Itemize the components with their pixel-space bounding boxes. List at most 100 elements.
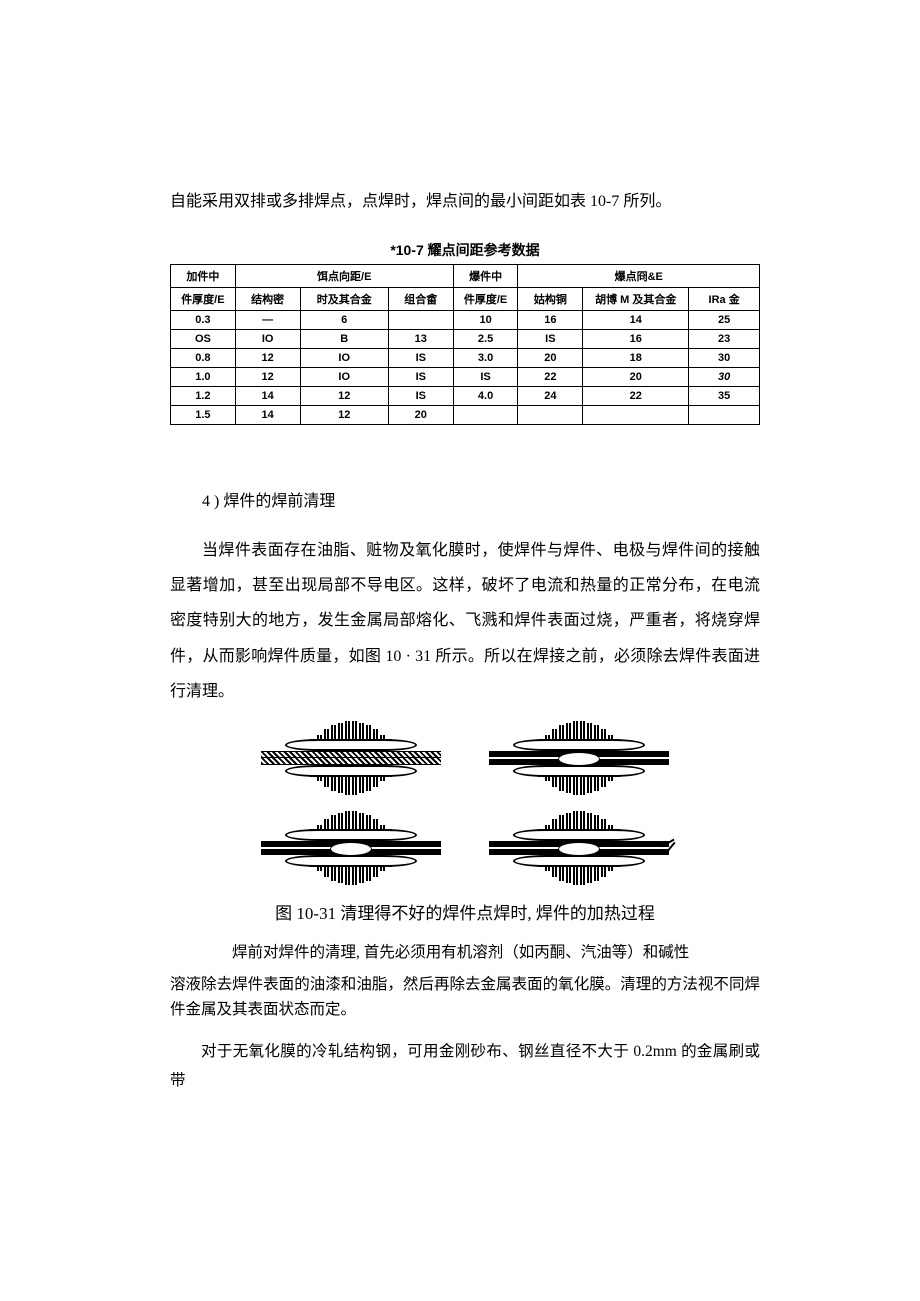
table-cell: 10	[453, 311, 518, 330]
workpiece-plates	[261, 840, 441, 856]
table-cell: 0.3	[171, 311, 236, 330]
table-cell: 12	[300, 406, 388, 425]
table-cell: IS	[388, 368, 453, 387]
table-row: 1.012IOISIS222030	[171, 368, 760, 387]
table-header-row-2: 件厚度/E结构密时及其合金组合畲件厚度/E姑构铜胡博 M 及其合金IRa 金	[171, 288, 760, 311]
spark-icon	[657, 830, 685, 858]
table-header-cell: 饵点向距/E	[235, 265, 453, 288]
table-cell	[583, 406, 689, 425]
electrode-bottom-icon	[519, 859, 639, 885]
workpiece-plates	[261, 750, 441, 766]
table-cell: 18	[583, 349, 689, 368]
table-cell: IS	[388, 387, 453, 406]
table-cell: IS	[388, 349, 453, 368]
table-cell: 20	[583, 368, 689, 387]
spacing-data-table: 加件中饵点向距/E爆件中爆点冏&E 件厚度/E结构密时及其合金组合畲件厚度/E姑…	[170, 264, 760, 425]
table-cell: 30	[689, 368, 760, 387]
table-body: 0.3—610161425OSIOB132.5IS16230.812IOIS3.…	[171, 311, 760, 425]
table-header-cell: 加件中	[171, 265, 236, 288]
body-paragraph: 当焊件表面存在油脂、赃物及氧化膜时，使焊件与焊件、电极与焊件间的接触显著增加，甚…	[170, 533, 760, 709]
table-cell: OS	[171, 330, 236, 349]
weld-diagram-1	[250, 721, 452, 795]
table-header-cell: 时及其合金	[300, 288, 388, 311]
weld-diagram-3	[250, 811, 452, 885]
weld-nugget-icon	[330, 842, 372, 856]
table-cell: 14	[235, 406, 300, 425]
section-heading: 4 ) 焊件的焊前清理	[170, 487, 760, 511]
electrode-bottom-icon	[291, 769, 411, 795]
electrode-top-icon	[519, 721, 639, 747]
workpiece-plates	[489, 840, 669, 856]
table-cell: 4.0	[453, 387, 518, 406]
weld-nugget-icon	[558, 842, 600, 856]
table-row: 0.3—6 10161425	[171, 311, 760, 330]
table-cell: IO	[300, 349, 388, 368]
table-row: 0.812IOIS3.0201830	[171, 349, 760, 368]
table-cell: 1.2	[171, 387, 236, 406]
table-cell: 12	[300, 387, 388, 406]
table-cell: 25	[689, 311, 760, 330]
table-cell	[453, 406, 518, 425]
table-cell: 12	[235, 349, 300, 368]
table-header-cell: 胡博 M 及其合金	[583, 288, 689, 311]
table-header-cell: 结构密	[235, 288, 300, 311]
table-cell: 23	[689, 330, 760, 349]
table-row: OSIOB132.5IS1623	[171, 330, 760, 349]
table-header-cell: 件厚度/E	[171, 288, 236, 311]
table-cell: 16	[518, 311, 583, 330]
figure-caption: 图 10-31 清理得不好的焊件点焊时, 焊件的加热过程	[170, 899, 760, 924]
table-cell: 20	[388, 406, 453, 425]
electrode-bottom-icon	[519, 769, 639, 795]
table-cell: 1.5	[171, 406, 236, 425]
document-page: 自能采用双排或多排焊点，点焊时，焊点间的最小间距如表 10-7 所列。 *10-…	[0, 0, 920, 1301]
electrode-top-icon	[291, 811, 411, 837]
table-cell: 14	[235, 387, 300, 406]
intro-paragraph: 自能采用双排或多排焊点，点焊时，焊点间的最小间距如表 10-7 所列。	[170, 186, 760, 218]
electrode-top-icon	[519, 811, 639, 837]
table-cell: 22	[518, 368, 583, 387]
table-cell	[388, 311, 453, 330]
table-cell: IO	[300, 368, 388, 387]
table-cell: IS	[453, 368, 518, 387]
table-cell	[689, 406, 760, 425]
table-cell: 1.0	[171, 368, 236, 387]
table-header-cell: 姑构铜	[518, 288, 583, 311]
table-cell: 12	[235, 368, 300, 387]
electrode-top-icon	[291, 721, 411, 747]
table-cell: 13	[388, 330, 453, 349]
table-row: 1.5141220	[171, 406, 760, 425]
table-cell: 22	[583, 387, 689, 406]
table-title: *10-7 耀点间距参考数据	[170, 240, 760, 260]
table-row: 1.21412IS4.0242235	[171, 387, 760, 406]
table-header-cell: 爆件中	[453, 265, 518, 288]
table-cell: 6	[300, 311, 388, 330]
table-cell: 2.5	[453, 330, 518, 349]
table-header-cell: IRa 金	[689, 288, 760, 311]
table-cell: IS	[518, 330, 583, 349]
after-figure-paragraph-2: 溶液除去焊件表面的油漆和油脂，然后再除去金属表面的氧化膜。清理的方法视不同焊件金…	[170, 973, 760, 1023]
table-cell: 35	[689, 387, 760, 406]
weld-nugget-icon	[558, 752, 600, 766]
figure-10-31	[250, 721, 680, 885]
workpiece-plates	[489, 750, 669, 766]
table-header-cell: 爆点冏&E	[518, 265, 760, 288]
table-head: 加件中饵点向距/E爆件中爆点冏&E 件厚度/E结构密时及其合金组合畲件厚度/E姑…	[171, 265, 760, 311]
table-cell: 24	[518, 387, 583, 406]
table-header-cell: 组合畲	[388, 288, 453, 311]
weld-diagram-4	[478, 811, 680, 885]
table-cell: —	[235, 311, 300, 330]
table-header-cell: 件厚度/E	[453, 288, 518, 311]
table-cell: 30	[689, 349, 760, 368]
table-cell: B	[300, 330, 388, 349]
weld-diagram-2	[478, 721, 680, 795]
table-cell: 3.0	[453, 349, 518, 368]
table-cell: 20	[518, 349, 583, 368]
after-figure-paragraph-1: 焊前对焊件的清理, 首先必须用有机溶剂（如丙酮、汽油等）和碱性	[170, 938, 760, 967]
electrode-bottom-icon	[291, 859, 411, 885]
table-cell: IO	[235, 330, 300, 349]
table-cell: 14	[583, 311, 689, 330]
table-cell	[518, 406, 583, 425]
after-figure-paragraph-3: 对于无氧化膜的冷轧结构钢，可用金刚砂布、钢丝直径不大于 0.2mm 的金属刷或带	[170, 1037, 760, 1096]
table-cell: 0.8	[171, 349, 236, 368]
table-cell: 16	[583, 330, 689, 349]
